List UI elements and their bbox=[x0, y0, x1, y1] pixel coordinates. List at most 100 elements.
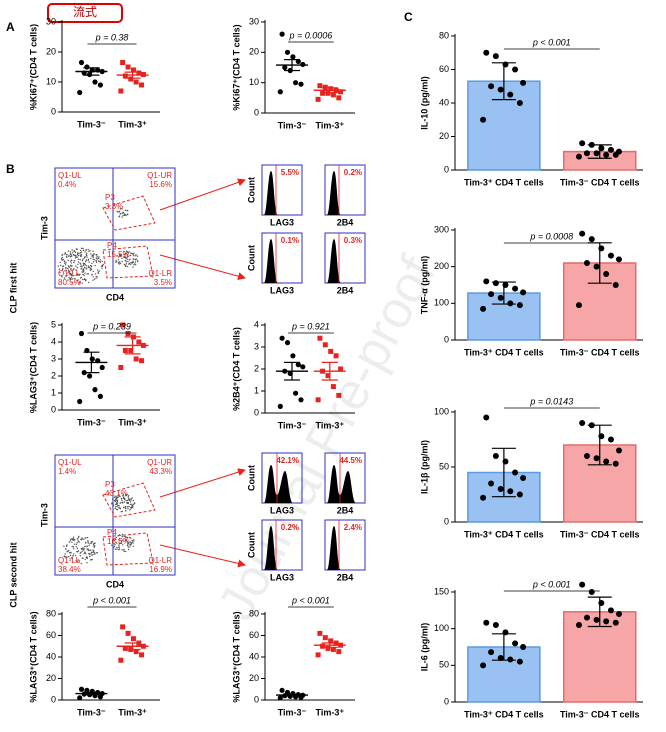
point bbox=[328, 86, 334, 92]
event-dot bbox=[113, 496, 116, 498]
event-dot bbox=[78, 273, 80, 276]
event-dot bbox=[75, 269, 77, 271]
point bbox=[317, 335, 323, 341]
event-dot bbox=[127, 255, 129, 257]
point bbox=[284, 340, 291, 346]
event-dot bbox=[121, 499, 123, 501]
event-dot bbox=[90, 549, 92, 551]
y-tick-label: 80 bbox=[439, 30, 449, 40]
histogram bbox=[264, 171, 278, 215]
event-dot bbox=[95, 257, 98, 259]
event-dot bbox=[75, 274, 78, 276]
y-tick-label: 0 bbox=[444, 696, 449, 706]
event-dot bbox=[125, 250, 128, 252]
point bbox=[575, 622, 582, 628]
gate-percent: 38.4% bbox=[58, 565, 81, 574]
event-dot bbox=[70, 538, 73, 540]
event-dot bbox=[120, 542, 122, 544]
event-dot bbox=[86, 273, 89, 275]
point bbox=[118, 88, 124, 94]
event-dot bbox=[127, 546, 129, 548]
event-dot bbox=[85, 259, 87, 262]
arrow bbox=[159, 468, 246, 498]
event-dot bbox=[130, 252, 132, 254]
y-tick-label: 150 bbox=[434, 586, 449, 596]
point bbox=[512, 640, 519, 647]
event-dot bbox=[119, 508, 122, 510]
point bbox=[516, 302, 523, 309]
point bbox=[298, 81, 304, 87]
event-dot bbox=[134, 259, 137, 261]
point bbox=[516, 100, 523, 106]
event-dot bbox=[78, 282, 81, 284]
event-dot bbox=[90, 253, 92, 255]
event-dot bbox=[72, 536, 75, 538]
event-dot bbox=[71, 545, 74, 548]
event-dot bbox=[113, 545, 116, 548]
event-dot bbox=[131, 503, 133, 505]
x-tick-label: Tim-3⁻ CD4 T cells bbox=[560, 177, 640, 187]
event-dot bbox=[123, 250, 125, 253]
y-tick-label: 60 bbox=[46, 630, 56, 640]
point bbox=[120, 322, 126, 328]
histogram bbox=[327, 465, 356, 503]
event-dot bbox=[86, 548, 88, 550]
point bbox=[279, 31, 285, 37]
event-dot bbox=[76, 279, 79, 281]
y-tick-label: 0 bbox=[254, 407, 259, 417]
hist-y-label: Count bbox=[246, 245, 256, 271]
y-tick-label: 0 bbox=[444, 334, 449, 344]
event-dot bbox=[125, 510, 127, 512]
point bbox=[603, 618, 610, 625]
event-dot bbox=[113, 539, 115, 541]
event-dot bbox=[123, 253, 126, 256]
event-dot bbox=[87, 540, 89, 542]
point bbox=[583, 614, 590, 621]
event-dot bbox=[118, 544, 120, 546]
event-dot bbox=[64, 253, 66, 255]
gate-p4 bbox=[102, 532, 154, 566]
event-dot bbox=[130, 542, 133, 544]
event-dot bbox=[92, 250, 94, 252]
event-dot bbox=[59, 264, 62, 267]
event-dot bbox=[82, 258, 84, 260]
point bbox=[488, 83, 495, 90]
event-dot bbox=[70, 259, 73, 261]
event-dot bbox=[121, 535, 123, 538]
event-dot bbox=[101, 260, 104, 262]
y-axis-label: IL-10 (pg/ml) bbox=[419, 76, 429, 130]
event-dot bbox=[68, 549, 70, 552]
y-tick-label: 30 bbox=[46, 16, 56, 26]
point bbox=[336, 649, 342, 655]
event-dot bbox=[117, 259, 120, 261]
y-tick-label: 0 bbox=[51, 404, 56, 414]
event-dot bbox=[135, 264, 137, 266]
event-dot bbox=[71, 270, 73, 272]
event-dot bbox=[120, 540, 123, 542]
event-dot bbox=[82, 273, 84, 276]
y-tick-label: 60 bbox=[439, 64, 449, 74]
event-dot bbox=[87, 265, 90, 267]
event-dot bbox=[69, 264, 72, 266]
event-dot bbox=[76, 253, 79, 256]
point bbox=[579, 230, 586, 237]
y-tick-label: 3 bbox=[254, 341, 259, 351]
y-tick-label: 100 bbox=[434, 298, 449, 308]
hist-x-label: LAG3 bbox=[270, 505, 294, 515]
point bbox=[612, 282, 619, 288]
event-dot bbox=[69, 253, 72, 255]
y-tick-label: 40 bbox=[46, 651, 56, 661]
event-dot bbox=[88, 266, 91, 269]
event-dot bbox=[66, 253, 68, 256]
point bbox=[520, 79, 527, 86]
point bbox=[97, 82, 103, 88]
event-dot bbox=[125, 507, 127, 510]
point bbox=[488, 480, 495, 487]
y-axis-label: TNF-α (pg/ml) bbox=[419, 256, 429, 315]
point bbox=[603, 271, 610, 277]
hist-y-label: Count bbox=[246, 465, 256, 491]
event-dot bbox=[114, 499, 117, 501]
hist-x-label: 2B4 bbox=[337, 505, 354, 515]
point bbox=[516, 491, 523, 498]
event-dot bbox=[80, 247, 83, 249]
